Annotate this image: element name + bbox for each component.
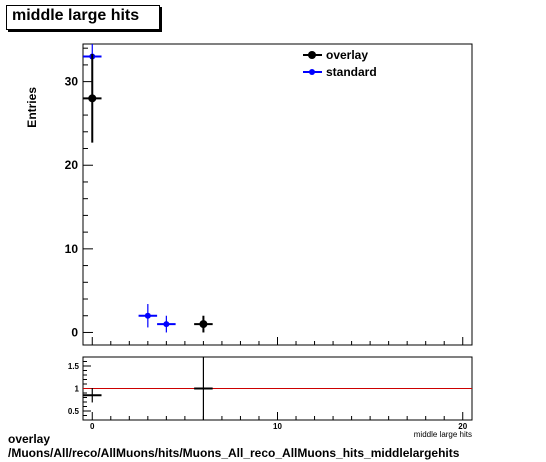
chart-title: middle large hits — [12, 7, 140, 24]
y-tick-label: 0 — [71, 325, 78, 339]
legend-entry-standard: standard — [303, 65, 377, 79]
standard-point-marker — [163, 321, 170, 328]
ratio-point — [194, 357, 213, 420]
standard-point-marker — [144, 312, 151, 319]
x-axis-label: middle large hits — [414, 430, 472, 439]
y-tick-label: 30 — [65, 75, 79, 89]
ratio-x-tick-label: 10 — [273, 422, 282, 431]
y-tick-label: 10 — [65, 242, 79, 256]
standard-point — [138, 304, 158, 328]
ratio-x-tick-label: 20 — [458, 422, 467, 431]
legend-label: standard — [326, 65, 377, 79]
legend-entry-overlay: overlay — [303, 48, 368, 62]
legend-marker — [309, 69, 315, 75]
legend-label: overlay — [326, 48, 368, 62]
title-box: middle large hits — [6, 5, 160, 30]
ratio-x-tick-label: 0 — [90, 422, 95, 431]
overlay-point — [83, 54, 102, 143]
standard-point — [157, 315, 176, 333]
overlay-point-marker — [199, 320, 208, 329]
y-tick-label: 20 — [65, 158, 79, 172]
footer-line-1: overlay — [8, 432, 51, 446]
ratio-point-marker — [91, 394, 93, 396]
ratio-y-tick-label: 0.5 — [68, 407, 80, 416]
y-axis-label: Entries — [25, 87, 39, 128]
overlay-point-marker — [88, 94, 97, 103]
main-plot-frame — [82, 43, 473, 346]
ratio-point-marker — [202, 388, 204, 389]
legend-marker — [308, 51, 316, 59]
overlay-point — [194, 315, 213, 333]
footer-line-2: /Muons/All/reco/AllMuons/hits/Muons_All_… — [8, 446, 460, 460]
ratio-point — [83, 388, 102, 403]
ratio-y-tick-label: 1 — [75, 385, 80, 394]
ratio-y-tick-label: 1.5 — [68, 362, 80, 371]
